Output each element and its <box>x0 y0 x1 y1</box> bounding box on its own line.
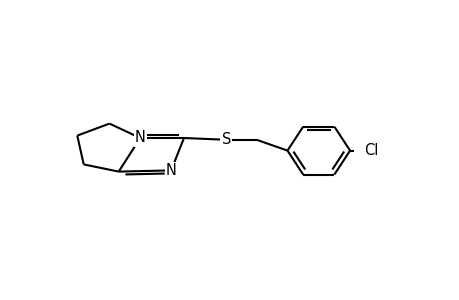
Text: Cl: Cl <box>363 143 377 158</box>
Text: S: S <box>221 132 230 147</box>
Text: N: N <box>165 163 176 178</box>
Text: N: N <box>134 130 146 146</box>
